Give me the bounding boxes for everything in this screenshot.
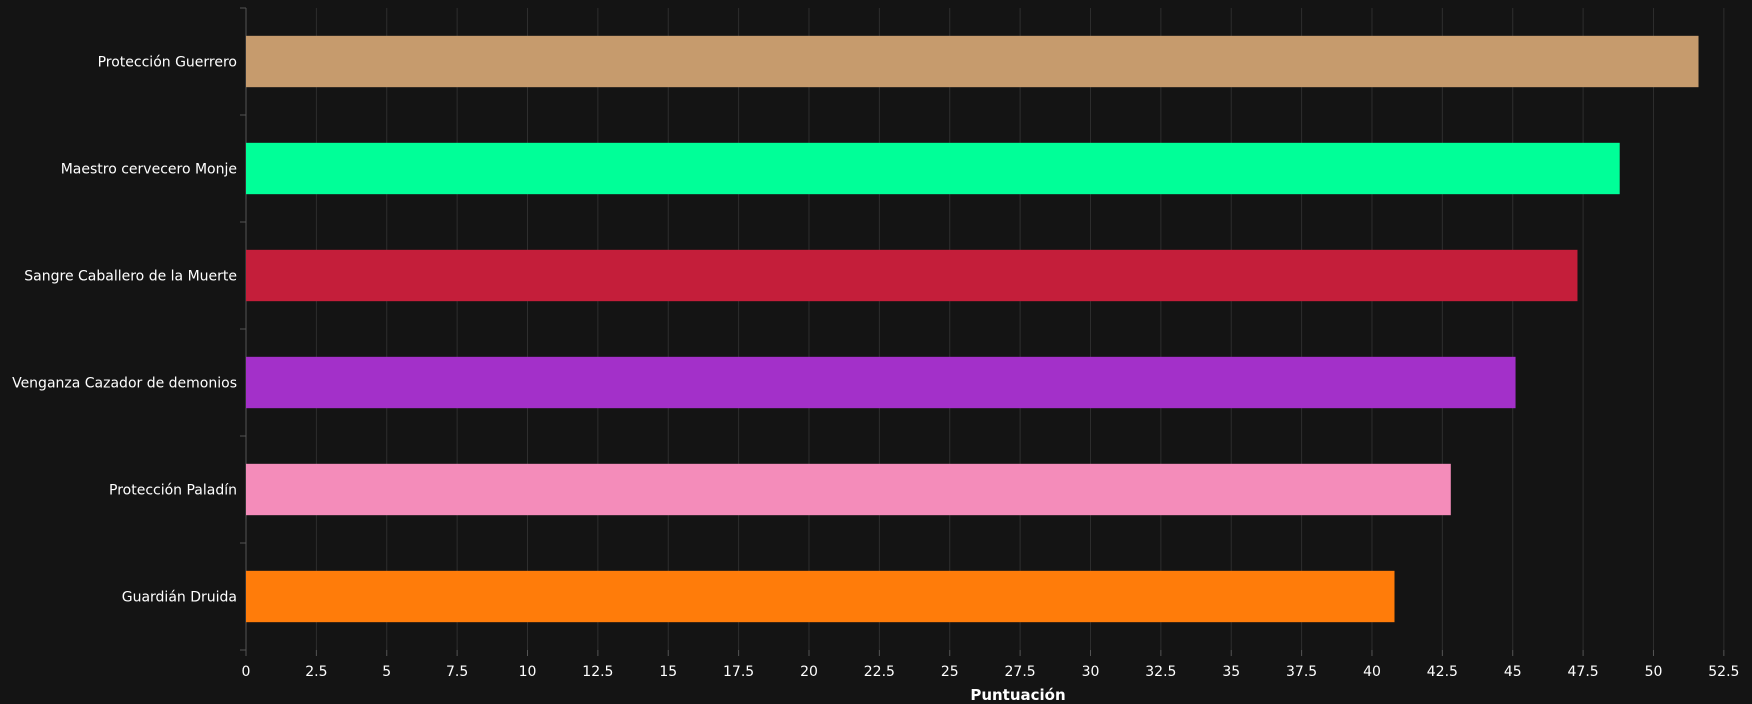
x-tick-labels: 0 2.5 5 7.5 10 12.5 15 17.5 20 22.5 25 27.5 30 32.5 35…: [242, 650, 1739, 680]
x-tick-label: 30: [1082, 664, 1100, 680]
x-tick-label: 2.5: [305, 664, 327, 680]
x-tick-label: 32.5: [1145, 664, 1176, 680]
x-tick-label: 35: [1222, 664, 1240, 680]
bar[interactable]: [246, 35, 1699, 88]
grid-lines: [315, 8, 1725, 650]
category-label: Venganza Cazador de demonios: [12, 376, 237, 392]
x-tick-label: 47.5: [1568, 664, 1599, 680]
x-tick-label: 42.5: [1427, 664, 1458, 680]
bar[interactable]: [246, 142, 1620, 195]
x-tick-label: 52.5: [1708, 664, 1739, 680]
category-label: Maestro cervecero Monje: [61, 162, 237, 178]
x-tick-label: 50: [1645, 664, 1663, 680]
category-label: Guardián Druida: [122, 590, 237, 606]
x-tick-label: 0: [242, 664, 251, 680]
category-label: Sangre Caballero de la Muerte: [24, 269, 237, 285]
category-label: Protección Guerrero: [98, 55, 237, 71]
x-tick-label: 10: [519, 664, 537, 680]
x-tick-label: 17.5: [723, 664, 754, 680]
bar[interactable]: [246, 463, 1451, 516]
x-tick-label: 45: [1504, 664, 1522, 680]
category-labels: Protección Guerrero Maestro cervecero Mon…: [12, 55, 237, 606]
x-tick-label: 15: [659, 664, 677, 680]
x-tick-label: 20: [800, 664, 818, 680]
bar[interactable]: [246, 356, 1516, 409]
bars: [246, 35, 1699, 623]
x-tick-label: 7.5: [446, 664, 468, 680]
bar[interactable]: [246, 570, 1395, 623]
x-tick-label: 22.5: [864, 664, 895, 680]
x-tick-label: 5: [382, 664, 391, 680]
category-label: Protección Paladín: [109, 483, 237, 499]
x-tick-label: 12.5: [582, 664, 613, 680]
y-axis: [240, 7, 247, 651]
x-tick-label: 40: [1363, 664, 1381, 680]
bar[interactable]: [246, 249, 1578, 302]
x-tick-label: 25: [941, 664, 959, 680]
x-tick-label: 27.5: [1005, 664, 1036, 680]
x-tick-label: 37.5: [1286, 664, 1317, 680]
x-axis-title: Puntuación: [970, 686, 1065, 704]
